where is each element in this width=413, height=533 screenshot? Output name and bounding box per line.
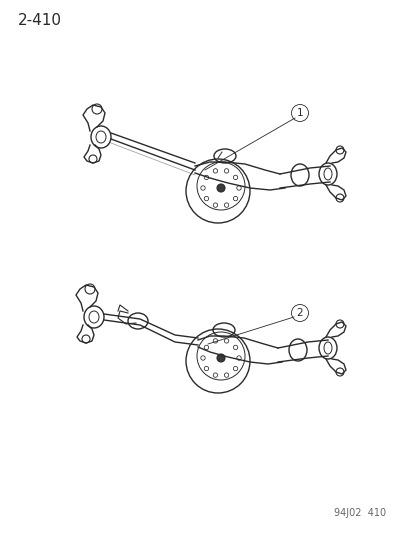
Circle shape <box>216 184 224 192</box>
Text: 2-410: 2-410 <box>18 13 62 28</box>
Text: 94J02  410: 94J02 410 <box>333 508 385 518</box>
Text: 2: 2 <box>296 308 303 318</box>
Circle shape <box>216 354 224 362</box>
Text: 1: 1 <box>296 108 303 118</box>
